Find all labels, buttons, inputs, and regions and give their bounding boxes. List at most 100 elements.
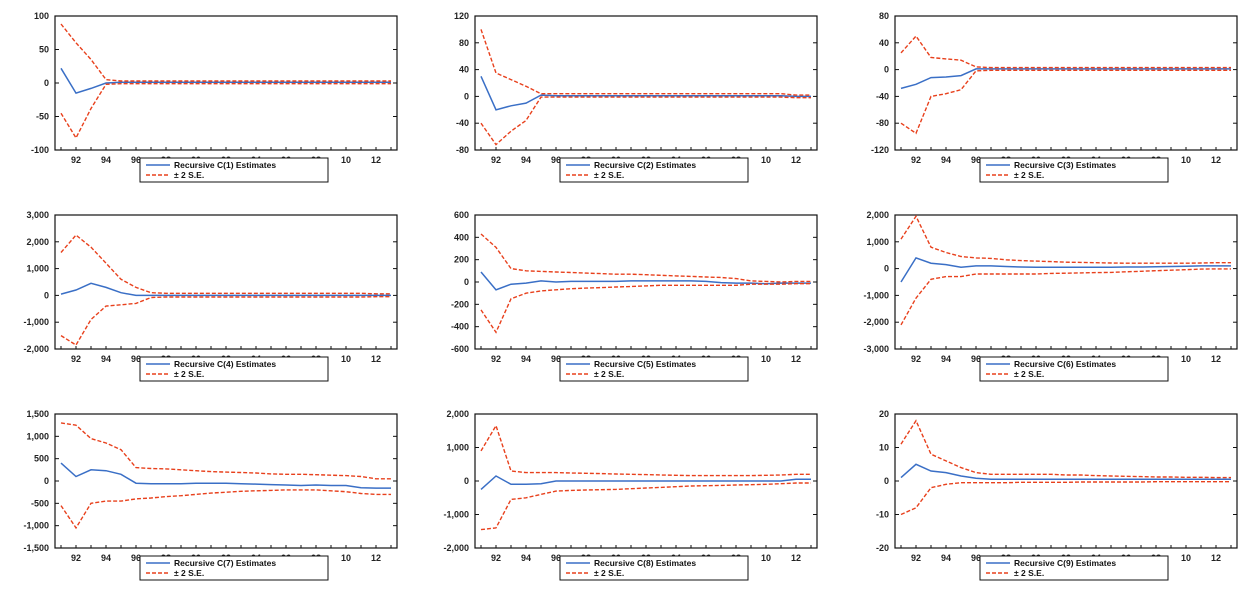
x-tick-label: 10 <box>1181 354 1191 364</box>
estimate-line <box>60 462 391 489</box>
x-tick-label: 94 <box>521 155 531 165</box>
plot-frame <box>894 214 1238 350</box>
x-tick-label: 12 <box>371 354 381 364</box>
chart-svg-5: -600-400-2000200400600929496980002040608… <box>451 210 818 382</box>
chart-svg-4: -2,000-1,00001,0002,0003,000929496980002… <box>23 210 398 382</box>
x-tick-label: 92 <box>911 155 921 165</box>
y-tick-label: -1,000 <box>23 521 49 531</box>
x-tick-label: 92 <box>71 155 81 165</box>
legend-box <box>979 555 1169 581</box>
legend-label: ± 2 S.E. <box>594 568 624 578</box>
x-tick-label: 94 <box>101 155 111 165</box>
estimate-line <box>60 282 391 297</box>
estimate-line <box>900 256 1231 283</box>
x-tick-label: 92 <box>491 553 501 563</box>
y-tick-label: 2,000 <box>446 409 469 419</box>
x-tick-label: 96 <box>551 354 561 364</box>
estimate-line <box>480 271 811 291</box>
y-tick-label: 3,000 <box>26 210 49 220</box>
y-tick-label: 0 <box>44 476 49 486</box>
y-tick-label: -40 <box>876 91 889 101</box>
y-tick-label: -40 <box>456 118 469 128</box>
legend-box <box>979 157 1169 183</box>
x-tick-label: 94 <box>101 354 111 364</box>
x-tick-label: 12 <box>1211 155 1221 165</box>
se-band-line <box>900 69 1231 135</box>
y-tick-label: 40 <box>459 65 469 75</box>
y-tick-label: 1,000 <box>866 237 889 247</box>
y-tick-label: 2,000 <box>26 237 49 247</box>
legend-label: Recursive C(8) Estimates <box>594 558 696 568</box>
y-tick-label: 0 <box>884 65 889 75</box>
y-tick-label: 400 <box>454 232 469 242</box>
x-tick-label: 94 <box>521 553 531 563</box>
x-tick-label: 10 <box>1181 155 1191 165</box>
y-tick-label: -2,000 <box>443 543 469 553</box>
se-band-line <box>480 29 811 96</box>
se-band-line <box>900 480 1231 516</box>
x-tick-label: 92 <box>911 553 921 563</box>
y-tick-label: 20 <box>879 409 889 419</box>
y-tick-label: 0 <box>464 277 469 287</box>
x-tick-label: 96 <box>551 155 561 165</box>
estimate-line <box>900 463 1231 481</box>
se-band-line <box>480 482 811 531</box>
se-band-line <box>900 268 1231 326</box>
x-tick-label: 94 <box>941 155 951 165</box>
se-band-line <box>900 419 1231 479</box>
y-tick-label: 0 <box>884 264 889 274</box>
chart-panel-2: -80-40040801209294969800020406081012Recu… <box>420 0 840 199</box>
y-tick-label: -1,000 <box>863 290 889 300</box>
y-tick-label: -400 <box>451 322 469 332</box>
y-tick-label: 0 <box>464 476 469 486</box>
chart-svg-3: -120-80-40040809294969800020406081012Rec… <box>871 11 1238 183</box>
se-band-line <box>60 23 391 82</box>
y-tick-label: -80 <box>876 118 889 128</box>
y-tick-label: -100 <box>31 145 49 155</box>
chart-panel-7: -1,500-1,000-50005001,0001,5009294969800… <box>0 398 420 597</box>
plot-frame <box>54 413 398 549</box>
plot-frame <box>474 15 818 151</box>
y-tick-label: 80 <box>879 11 889 21</box>
y-tick-label: -500 <box>31 498 49 508</box>
legend-box <box>139 356 329 382</box>
legend-box <box>559 157 749 183</box>
x-tick-label: 96 <box>131 553 141 563</box>
y-tick-label: 1,000 <box>26 431 49 441</box>
legend-label: ± 2 S.E. <box>174 568 204 578</box>
x-tick-label: 94 <box>941 354 951 364</box>
y-tick-label: -10 <box>876 510 889 520</box>
y-tick-label: 10 <box>879 443 889 453</box>
y-tick-label: -600 <box>451 344 469 354</box>
legend-label: ± 2 S.E. <box>1014 369 1044 379</box>
x-tick-label: 10 <box>761 553 771 563</box>
se-band-line <box>900 214 1231 264</box>
y-tick-label: 1,000 <box>26 264 49 274</box>
y-tick-label: 200 <box>454 255 469 265</box>
y-tick-label: 500 <box>34 454 49 464</box>
x-tick-label: 10 <box>341 553 351 563</box>
legend-label: Recursive C(3) Estimates <box>1014 160 1116 170</box>
x-tick-label: 94 <box>101 553 111 563</box>
x-tick-label: 96 <box>971 354 981 364</box>
se-band-line <box>900 34 1231 69</box>
legend-label: Recursive C(7) Estimates <box>174 558 276 568</box>
chart-panel-9: -20-10010209294969800020406081012Recursi… <box>840 398 1260 597</box>
legend-label: Recursive C(4) Estimates <box>174 359 276 369</box>
y-tick-label: -50 <box>36 112 49 122</box>
x-tick-label: 92 <box>491 155 501 165</box>
legend-label: ± 2 S.E. <box>594 170 624 180</box>
y-tick-label: 0 <box>464 91 469 101</box>
y-tick-label: 0 <box>44 290 49 300</box>
se-band-line <box>480 233 811 283</box>
legend-box <box>559 356 749 382</box>
y-tick-label: -80 <box>456 145 469 155</box>
se-band-line <box>60 82 391 140</box>
chart-panel-1: -100-500501009294969800020406081012Recur… <box>0 0 420 199</box>
x-tick-label: 96 <box>131 354 141 364</box>
legend-label: ± 2 S.E. <box>174 369 204 379</box>
chart-svg-6: -3,000-2,000-1,00001,0002,00092949698000… <box>863 210 1238 382</box>
se-band-line <box>60 295 391 346</box>
x-tick-label: 96 <box>971 155 981 165</box>
